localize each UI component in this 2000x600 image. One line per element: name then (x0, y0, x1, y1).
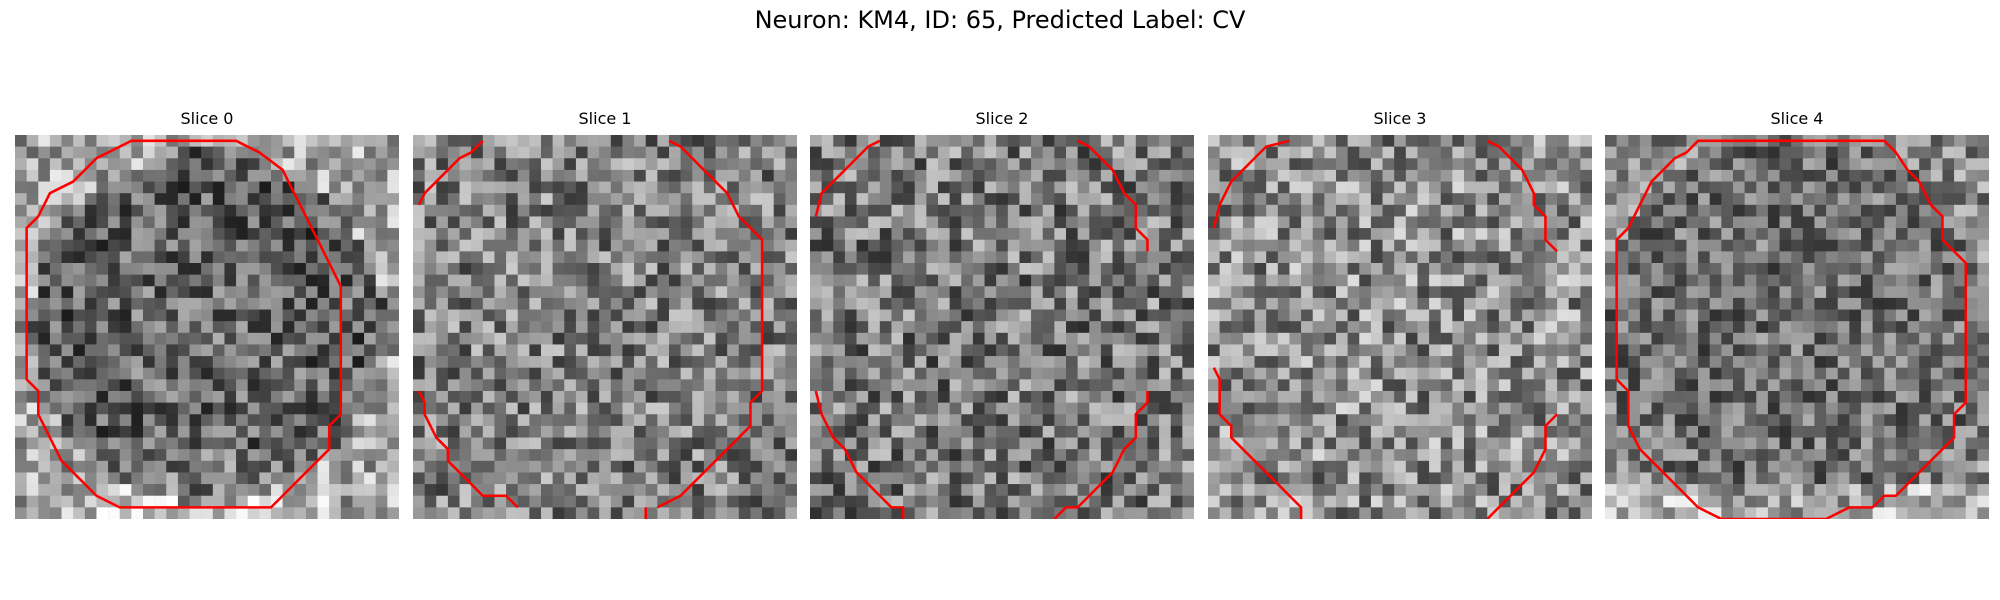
slice-1-contour-1 (656, 139, 764, 509)
slice-4-image (1605, 135, 1989, 519)
slice-panel-2: Slice 2 (810, 108, 1194, 519)
slice-3-title: Slice 3 (1373, 109, 1427, 128)
slice-3-contour-3 (1486, 413, 1558, 519)
slice-3-image (1208, 135, 1592, 519)
slice-2-contour-2 (814, 390, 905, 519)
slice-2-image (810, 135, 1194, 519)
slice-3-contour-2 (1212, 367, 1303, 519)
slice-2-contour-1 (1077, 139, 1149, 252)
slice-0-contour-0 (25, 139, 343, 509)
slice-1-contour-2 (417, 390, 519, 509)
slice-panel-1: Slice 1 (413, 108, 797, 519)
slice-0-title: Slice 0 (180, 109, 234, 128)
slice-4-contour-0 (1615, 139, 1968, 519)
slice-panel-4: Slice 4 (1605, 108, 1989, 519)
slice-0-image (15, 135, 399, 519)
slice-4-title: Slice 4 (1770, 109, 1824, 128)
slice-1-contour-0 (417, 139, 484, 206)
slice-1-image (413, 135, 797, 519)
slice-2-contour-0 (814, 139, 881, 217)
figure-title: Neuron: KM4, ID: 65, Predicted Label: CV (754, 6, 1246, 34)
slice-panel-0: Slice 0 (15, 108, 399, 519)
slice-panel-3: Slice 3 (1208, 108, 1592, 519)
slice-1-title: Slice 1 (578, 109, 632, 128)
slice-3-contour-1 (1486, 139, 1558, 253)
slice-3-contour-0 (1212, 139, 1290, 229)
slice-2-contour-3 (1053, 391, 1149, 519)
slice-2-title: Slice 2 (975, 109, 1029, 128)
